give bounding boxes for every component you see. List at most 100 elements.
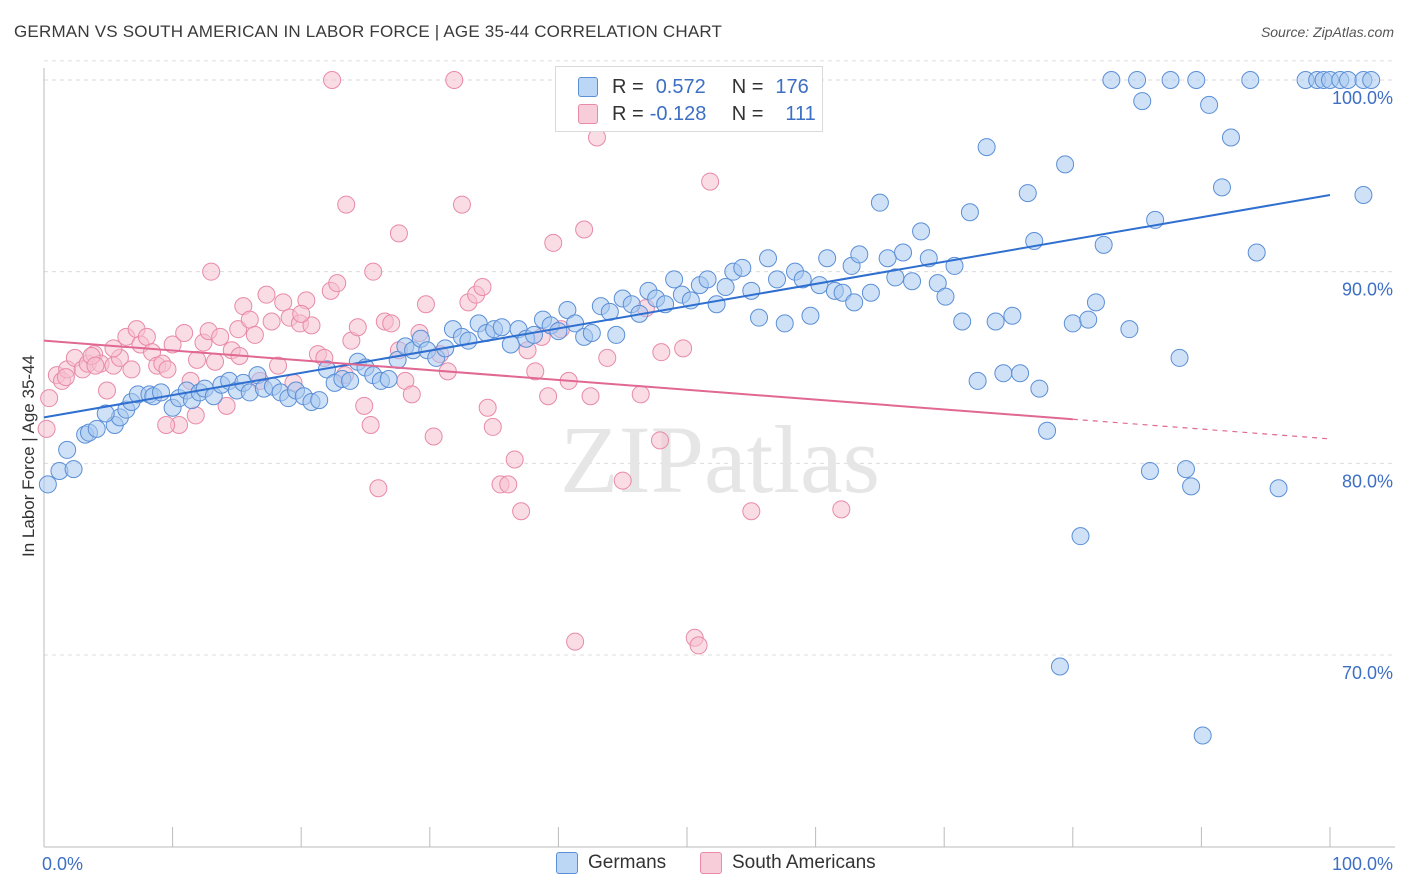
german-point — [986, 312, 1005, 331]
german-point — [38, 475, 57, 494]
south-american-point — [328, 274, 347, 293]
german-point — [1030, 379, 1049, 398]
german-point — [1094, 235, 1113, 254]
south-american-point — [512, 502, 531, 521]
german-point — [768, 270, 787, 289]
german-point — [1182, 477, 1201, 496]
german-point — [1086, 293, 1105, 312]
german-point — [1128, 71, 1147, 89]
south-american-point — [163, 335, 182, 354]
source-label: Source: ZipAtlas.com — [1260, 24, 1394, 40]
south-american-point — [337, 195, 356, 214]
south-american-point — [217, 396, 236, 415]
german-point — [341, 371, 360, 390]
german-point — [994, 364, 1013, 383]
german-point — [1269, 479, 1288, 498]
german-point — [1071, 527, 1090, 546]
german-point — [1056, 155, 1075, 174]
german-point — [845, 293, 864, 312]
y-axis-title: In Labor Force | Age 35-44 — [19, 355, 38, 557]
bottom-legend-swatch-south — [700, 852, 722, 874]
correlation-legend: R = 0.572 N = 176 R = -0.128 N = 111 — [555, 66, 823, 132]
german-point — [903, 272, 922, 291]
south-american-point — [269, 356, 288, 375]
bottom-legend-label-german: Germans — [588, 852, 667, 873]
south-american-point — [122, 360, 141, 379]
german-point — [1362, 71, 1381, 89]
y-tick-label: 90.0% — [1342, 280, 1393, 300]
german-point — [733, 258, 752, 277]
south-american-point — [98, 381, 117, 400]
german-point — [665, 270, 684, 289]
german-point — [793, 270, 812, 289]
legend-r-label-south: R = — [612, 102, 644, 125]
german-point — [1187, 71, 1206, 89]
german-point — [936, 287, 955, 306]
south-american-point — [240, 310, 259, 329]
german-point — [707, 295, 726, 314]
legend-row-german: R = 0.572 N = 176 — [578, 74, 809, 100]
south-american-point — [206, 352, 225, 371]
south-american-point — [499, 475, 518, 494]
south-american-point — [229, 320, 248, 339]
trend-lines — [43, 194, 1331, 440]
german-point — [1354, 186, 1373, 204]
german-point — [1120, 320, 1139, 339]
south-american-trend-extension — [1072, 418, 1331, 440]
legend-n-label-south: N = — [731, 102, 764, 125]
german-point — [1200, 95, 1219, 114]
watermark: ZIPatlas — [560, 406, 880, 513]
south-american-point — [566, 632, 585, 651]
german-point — [1161, 71, 1180, 89]
german-point — [928, 274, 947, 293]
german-point — [379, 370, 398, 388]
german-point — [919, 249, 938, 268]
german-point — [1170, 348, 1189, 367]
german-point — [861, 283, 880, 302]
bottom-legend-german: Germans — [556, 852, 666, 874]
x-tick-label-max: 100.0% — [1332, 854, 1393, 874]
south-american-point — [292, 304, 311, 323]
south-american-point — [674, 339, 693, 358]
south-american-trend-line — [43, 339, 1073, 421]
x-tick-label-min: 0.0% — [42, 854, 83, 874]
german-point — [850, 245, 869, 264]
south-american-point — [245, 325, 264, 344]
german-point — [582, 324, 601, 342]
south-american-point — [211, 327, 230, 346]
south-american-point — [56, 368, 75, 387]
german-point — [310, 391, 329, 410]
legend-r-label-german: R = — [612, 75, 644, 98]
german-point — [459, 331, 478, 350]
german-point — [87, 419, 106, 438]
south-american-point — [539, 387, 558, 406]
german-point — [1050, 657, 1069, 676]
south-american-point — [86, 356, 105, 375]
german-point — [558, 301, 577, 319]
south-american-point — [505, 450, 524, 469]
german-point — [1339, 71, 1358, 89]
south-american-point — [544, 233, 563, 252]
south-american-point — [652, 343, 671, 362]
german-point — [1247, 243, 1266, 262]
german-point — [1176, 460, 1195, 479]
south-american-point — [701, 172, 720, 191]
south-american-point — [158, 360, 177, 379]
south-american-point — [452, 195, 471, 214]
german-point — [1221, 128, 1240, 147]
south-american-point — [473, 278, 492, 296]
german-point — [968, 371, 987, 390]
german-point — [1212, 178, 1231, 197]
german-point — [886, 268, 905, 287]
german-point — [1140, 462, 1159, 480]
south-american-point — [832, 500, 851, 519]
chart-title: GERMAN VS SOUTH AMERICAN IN LABOR FORCE … — [14, 22, 723, 41]
german-points — [38, 71, 1381, 745]
german-point — [960, 203, 979, 222]
south-american-point — [188, 350, 207, 369]
german-point — [549, 322, 568, 341]
german-point — [894, 243, 913, 262]
south-american-point — [355, 396, 374, 415]
german-point — [775, 314, 794, 333]
